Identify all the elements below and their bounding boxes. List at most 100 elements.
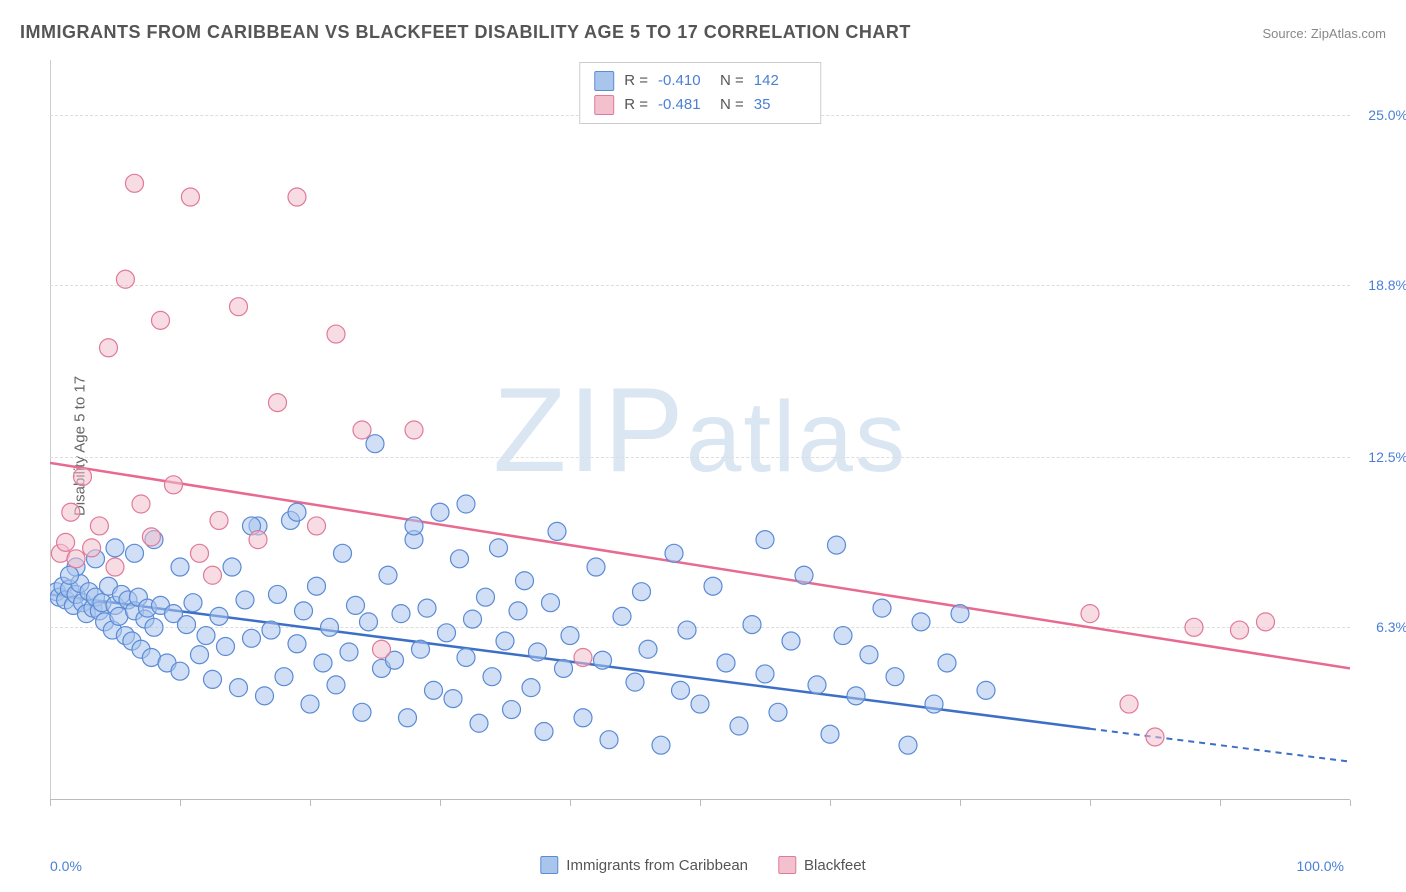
data-point	[496, 632, 514, 650]
data-point	[535, 722, 553, 740]
data-point	[555, 659, 573, 677]
data-point	[347, 596, 365, 614]
data-point	[743, 616, 761, 634]
data-point	[717, 654, 735, 672]
data-point	[483, 668, 501, 686]
stats-r-value-2: -0.481	[658, 93, 710, 117]
legend-swatch-2	[778, 856, 796, 874]
data-point	[366, 435, 384, 453]
data-point	[210, 511, 228, 529]
data-point	[204, 670, 222, 688]
data-point	[236, 591, 254, 609]
data-point	[587, 558, 605, 576]
data-point	[503, 701, 521, 719]
legend-item-1: Immigrants from Caribbean	[540, 856, 748, 874]
data-point	[223, 558, 241, 576]
data-point	[314, 654, 332, 672]
data-point	[210, 607, 228, 625]
trend-line-extrapolated	[1090, 729, 1350, 762]
data-point	[977, 681, 995, 699]
data-point	[613, 607, 631, 625]
data-point	[295, 602, 313, 620]
data-point	[61, 566, 79, 584]
data-point	[457, 495, 475, 513]
data-point	[288, 503, 306, 521]
data-point	[756, 665, 774, 683]
data-point	[691, 695, 709, 713]
data-point	[574, 709, 592, 727]
data-point	[353, 703, 371, 721]
data-point	[308, 517, 326, 535]
data-point	[249, 531, 267, 549]
data-point	[574, 648, 592, 666]
source-attribution: Source: ZipAtlas.com	[1262, 26, 1386, 41]
data-point	[509, 602, 527, 620]
data-point	[847, 687, 865, 705]
data-point	[165, 476, 183, 494]
data-point	[269, 585, 287, 603]
data-point	[516, 572, 534, 590]
legend-item-2: Blackfeet	[778, 856, 866, 874]
data-point	[340, 643, 358, 661]
stats-n-value-1: 142	[754, 69, 806, 93]
data-point	[464, 610, 482, 628]
stats-swatch-2	[594, 95, 614, 115]
legend-swatch-1	[540, 856, 558, 874]
source-prefix: Source:	[1262, 26, 1310, 41]
y-tick-label: 25.0%	[1368, 107, 1406, 123]
data-point	[678, 621, 696, 639]
data-point	[308, 577, 326, 595]
data-point	[412, 640, 430, 658]
x-tick	[700, 800, 701, 806]
y-tick-label: 18.8%	[1368, 277, 1406, 293]
data-point	[116, 270, 134, 288]
data-point	[925, 695, 943, 713]
data-point	[353, 421, 371, 439]
data-point	[425, 681, 443, 699]
data-point	[145, 618, 163, 636]
data-point	[126, 544, 144, 562]
data-point	[704, 577, 722, 595]
data-point	[639, 640, 657, 658]
x-axis-min-label: 0.0%	[50, 858, 82, 874]
data-point	[1185, 618, 1203, 636]
data-point	[626, 673, 644, 691]
data-point	[477, 588, 495, 606]
data-point	[912, 613, 930, 631]
data-point	[470, 714, 488, 732]
data-point	[1257, 613, 1275, 631]
data-point	[418, 599, 436, 617]
x-tick	[830, 800, 831, 806]
data-point	[782, 632, 800, 650]
data-point	[730, 717, 748, 735]
x-tick	[180, 800, 181, 806]
data-point	[334, 544, 352, 562]
data-point	[142, 528, 160, 546]
source-link[interactable]: ZipAtlas.com	[1311, 26, 1386, 41]
data-point	[256, 687, 274, 705]
data-point	[886, 668, 904, 686]
x-tick	[1220, 800, 1221, 806]
stats-r-value-1: -0.410	[658, 69, 710, 93]
data-point	[542, 594, 560, 612]
data-point	[191, 646, 209, 664]
data-point	[522, 679, 540, 697]
data-point	[600, 731, 618, 749]
data-point	[62, 503, 80, 521]
data-point	[106, 539, 124, 557]
x-tick	[570, 800, 571, 806]
data-point	[451, 550, 469, 568]
data-point	[665, 544, 683, 562]
data-point	[490, 539, 508, 557]
x-axis-max-label: 100.0%	[1297, 858, 1344, 874]
data-point	[171, 558, 189, 576]
stats-legend-box: R = -0.410 N = 142 R = -0.481 N = 35	[579, 62, 821, 124]
data-point	[288, 635, 306, 653]
x-tick	[50, 800, 51, 806]
data-point	[444, 690, 462, 708]
data-point	[90, 517, 108, 535]
data-point	[243, 629, 261, 647]
data-point	[672, 681, 690, 699]
data-point	[171, 662, 189, 680]
data-point	[181, 188, 199, 206]
